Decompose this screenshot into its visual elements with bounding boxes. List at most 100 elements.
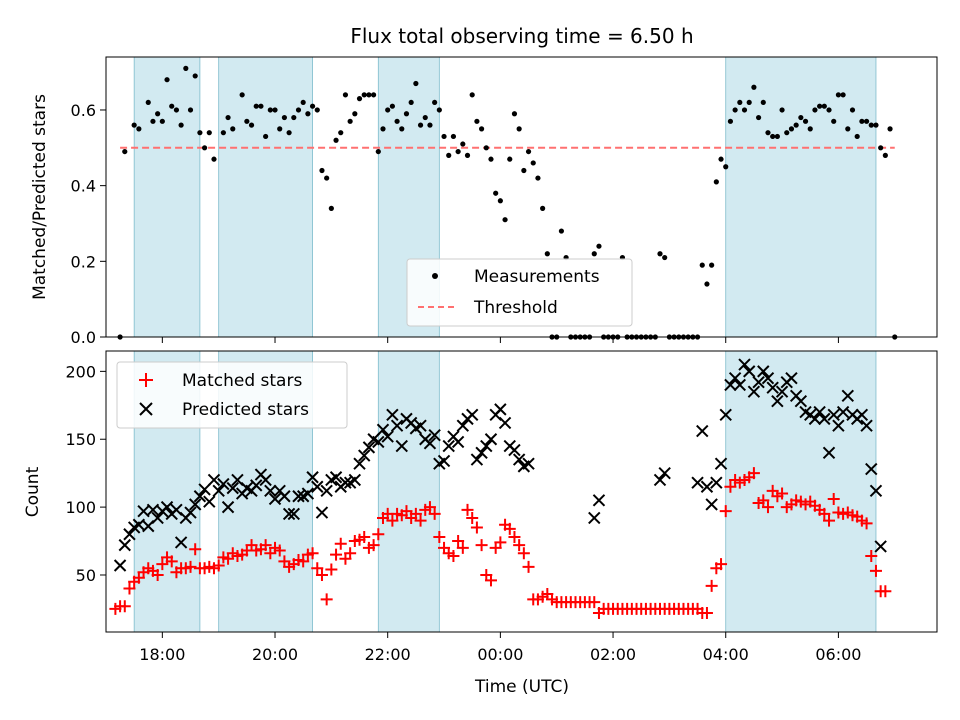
measurement-point [596, 243, 602, 249]
predicted-stars-point [522, 457, 535, 470]
measurement-point [131, 122, 137, 128]
predicted-stars-point [869, 484, 883, 498]
predicted-stars-point [423, 437, 437, 450]
measurement-point [760, 99, 766, 106]
predicted-stars-point [822, 446, 836, 460]
measurement-point [784, 130, 790, 136]
matched-stars-point [827, 492, 840, 505]
predicted-stars-point [738, 358, 751, 371]
predicted-stars-point [174, 536, 188, 549]
measurement-point [333, 137, 339, 143]
matched-stars-point [325, 563, 338, 576]
measurement-point [258, 103, 264, 109]
measurement-point [544, 251, 550, 257]
measurement-point [821, 103, 827, 109]
predicted-stars-point [203, 495, 216, 508]
matched-stars-point [818, 507, 831, 520]
predicted-stars-point [287, 507, 301, 521]
y-tick-label: 200 [65, 362, 96, 381]
measurement-point [732, 107, 738, 113]
predicted-stars-point [456, 419, 470, 432]
measurement-point [558, 228, 565, 234]
measurement-point [779, 107, 785, 113]
measurement-point [831, 118, 837, 124]
measurement-point [741, 107, 748, 113]
x-tick-label: 20:00 [252, 645, 298, 664]
predicted-stars-point [475, 446, 488, 460]
top-y-ticks: 0.0 0.2 0.4 0.6 [71, 101, 106, 347]
top-axes-frame [105, 56, 938, 338]
predicted-stars-point [250, 479, 263, 492]
top-legend-box [406, 258, 633, 327]
measurement-point [450, 133, 457, 140]
predicted-stars-point [818, 412, 831, 426]
predicted-stars-point [188, 498, 202, 511]
matched-stars-point [330, 548, 343, 561]
matched-stars-point [503, 522, 516, 535]
matched-stars-point [452, 535, 465, 548]
measurement-point [873, 122, 879, 128]
measurement-point [417, 122, 424, 128]
measurement-point [521, 167, 527, 174]
matched-stars-point [865, 549, 878, 562]
measurement-point [788, 126, 795, 132]
y-tick-label: 0.6 [71, 101, 96, 120]
matched-stars-point [367, 539, 380, 552]
measurement-point [709, 262, 715, 268]
matched-stars-point [297, 555, 310, 568]
top-panel: 0.0 0.2 0.4 0.6 Matched/Predicted stars Mea… [30, 56, 938, 347]
matched-stars-point [320, 593, 333, 606]
matched-stars-point [757, 494, 770, 507]
matched-stars-point [151, 568, 164, 581]
predicted-stars-point [813, 405, 826, 419]
bottom-legend-box [116, 361, 348, 429]
matched-stars-point [461, 503, 474, 516]
y-tick-label: 50 [76, 566, 96, 585]
predicted-stars-point [123, 528, 136, 541]
matched-stars-point [372, 528, 385, 541]
matched-stars-point [494, 536, 507, 549]
measurement-point [173, 107, 180, 113]
measurement-point [798, 114, 804, 121]
matched-stars-point [273, 544, 286, 557]
measurement-point [347, 118, 353, 124]
measurement-point [427, 122, 433, 128]
predicted-stars-point [724, 378, 737, 392]
measurement-point [267, 107, 273, 113]
legend-label-predicted: Predicted stars [182, 400, 309, 420]
predicted-stars-point [207, 473, 221, 487]
bottom-y-ticks: 50 100 150 200 [65, 362, 106, 585]
predicted-stars-point [484, 433, 498, 446]
predicted-stars-point [766, 381, 779, 394]
measurement-point [201, 145, 208, 151]
predicted-stars-point [747, 385, 761, 398]
matched-stars-point [184, 560, 197, 573]
measurement-point [802, 118, 809, 124]
measurement-point [295, 107, 302, 113]
matched-stars-point [456, 541, 469, 554]
matched-stars-point [156, 558, 169, 571]
measurement-point [206, 130, 212, 136]
predicted-stars-point [480, 439, 493, 453]
measurement-point [352, 111, 358, 117]
predicted-stars-point [700, 480, 714, 493]
predicted-stars-point [794, 395, 808, 408]
measurement-point [657, 251, 663, 257]
matched-stars-point [334, 537, 347, 550]
measurement-point [812, 107, 818, 113]
predicted-stars-point [268, 492, 282, 506]
predicted-stars-point [315, 506, 329, 519]
bottom-axes-frame [105, 350, 938, 633]
measurement-point [291, 114, 297, 121]
measurement-point [338, 130, 344, 136]
matched-stars-point [306, 547, 319, 560]
predicted-stars-point [217, 477, 230, 491]
measurement-point [178, 122, 184, 128]
predicted-stars-point [761, 371, 775, 385]
matched-stars-point [747, 467, 760, 480]
measurement-point [342, 92, 349, 98]
predicted-stars-point [184, 506, 197, 519]
predicted-stars-point [376, 423, 390, 436]
measurement-point [727, 118, 734, 124]
predicted-stars-point [339, 476, 352, 489]
